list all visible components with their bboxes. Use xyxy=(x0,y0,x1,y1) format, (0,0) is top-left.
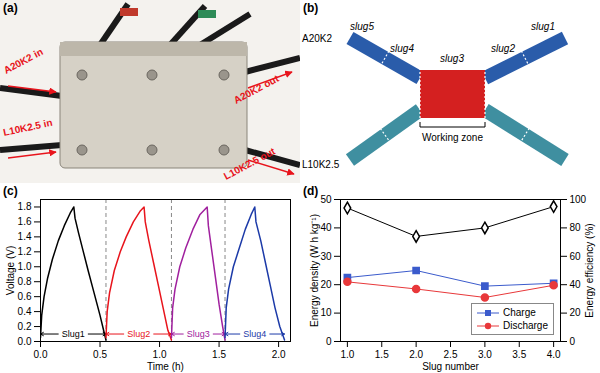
svg-text:Working zone: Working zone xyxy=(422,132,483,143)
svg-text:2.5: 2.5 xyxy=(444,349,458,360)
svg-text:1.4: 1.4 xyxy=(18,231,32,242)
svg-text:20: 20 xyxy=(320,279,332,290)
html-text:(c): (c) xyxy=(3,184,18,198)
svg-text:60: 60 xyxy=(570,251,582,262)
svg-text:40: 40 xyxy=(570,279,582,290)
svg-text:50: 50 xyxy=(320,194,332,205)
svg-text:3.5: 3.5 xyxy=(512,349,526,360)
svg-text:0.5: 0.5 xyxy=(93,349,107,360)
svg-text:4.0: 4.0 xyxy=(547,349,561,360)
svg-text:L10K2.5: L10K2.5 xyxy=(302,159,340,170)
svg-text:A20K2 out: A20K2 out xyxy=(232,73,281,106)
html-text:Charge: Charge xyxy=(503,307,536,318)
svg-text:Energy density (W h kg⁻¹): Energy density (W h kg⁻¹) xyxy=(309,214,320,327)
svg-text:L10K2.5 out: L10K2.5 out xyxy=(222,145,278,182)
html-text:Discharge: Discharge xyxy=(503,320,548,331)
svg-text:100: 100 xyxy=(570,194,587,205)
svg-text:slug3: slug3 xyxy=(440,53,464,64)
svg-text:1.0: 1.0 xyxy=(340,349,354,360)
svg-text:slug4: slug4 xyxy=(390,43,414,54)
svg-text:0.0: 0.0 xyxy=(34,349,48,360)
svg-text:slug5: slug5 xyxy=(350,21,374,32)
svg-text:0.4: 0.4 xyxy=(18,306,32,317)
svg-text:0: 0 xyxy=(326,336,332,347)
svg-text:A20K2 in: A20K2 in xyxy=(2,46,45,76)
svg-text:2.0: 2.0 xyxy=(409,349,423,360)
svg-text:Slug4: Slug4 xyxy=(243,329,266,339)
html-text:(d): (d) xyxy=(303,184,319,198)
svg-text:1.8: 1.8 xyxy=(18,201,32,212)
svg-text:A20K2: A20K2 xyxy=(302,33,332,44)
svg-text:Slug3: Slug3 xyxy=(187,329,210,339)
svg-text:2.0: 2.0 xyxy=(272,349,286,360)
svg-text:1.2: 1.2 xyxy=(18,246,32,257)
svg-text:(b): (b) xyxy=(303,1,318,15)
svg-text:Slug number: Slug number xyxy=(422,361,479,372)
svg-text:Voltage (V): Voltage (V) xyxy=(5,246,16,295)
svg-text:1.6: 1.6 xyxy=(18,216,32,227)
svg-text:slug1: slug1 xyxy=(531,21,555,32)
svg-text:1.5: 1.5 xyxy=(375,349,389,360)
svg-text:30: 30 xyxy=(320,251,332,262)
svg-text:Slug1: Slug1 xyxy=(62,329,85,339)
svg-text:1.5: 1.5 xyxy=(212,349,226,360)
svg-text:40: 40 xyxy=(320,222,332,233)
svg-text:1.0: 1.0 xyxy=(153,349,167,360)
svg-text:L10K2.5 in: L10K2.5 in xyxy=(2,117,53,138)
svg-text:80: 80 xyxy=(570,222,582,233)
svg-text:0.2: 0.2 xyxy=(18,321,32,332)
svg-text:10: 10 xyxy=(320,307,332,318)
svg-text:Time (h): Time (h) xyxy=(147,361,184,372)
svg-text:Energy efficiency (%): Energy efficiency (%) xyxy=(584,223,595,317)
svg-text:0: 0 xyxy=(570,336,576,347)
svg-text:0.8: 0.8 xyxy=(18,276,32,287)
svg-text:1.0: 1.0 xyxy=(18,261,32,272)
svg-text:slug2: slug2 xyxy=(491,43,515,54)
svg-text:0.6: 0.6 xyxy=(18,291,32,302)
svg-text:0.0: 0.0 xyxy=(18,336,32,347)
svg-text:3.0: 3.0 xyxy=(478,349,492,360)
svg-text:20: 20 xyxy=(570,307,582,318)
svg-text:(a): (a) xyxy=(3,1,18,15)
svg-text:Slug2: Slug2 xyxy=(127,329,150,339)
